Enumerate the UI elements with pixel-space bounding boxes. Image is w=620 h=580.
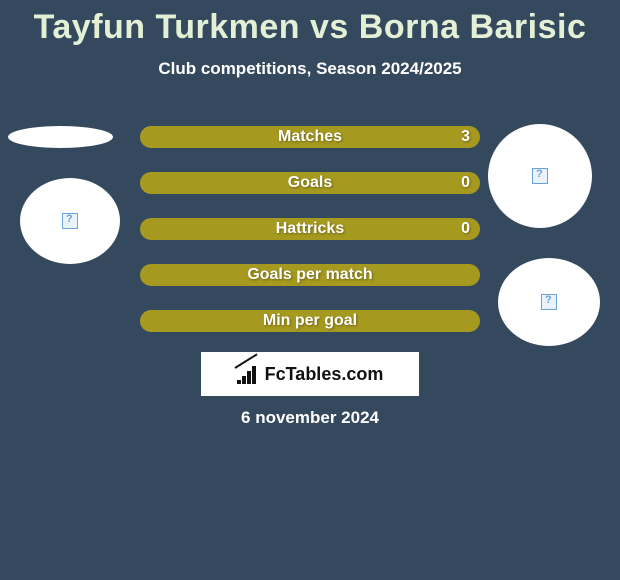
image-placeholder-icon bbox=[62, 213, 78, 229]
branding-box[interactable]: FcTables.com bbox=[201, 352, 419, 396]
page-title: Tayfun Turkmen vs Borna Barisic bbox=[0, 0, 620, 47]
stat-label: Hattricks bbox=[276, 220, 344, 238]
stat-label: Matches bbox=[278, 128, 342, 146]
stats-panel: Matches 3 Goals 0 Hattricks 0 Goals per … bbox=[140, 126, 480, 356]
stat-label: Goals per match bbox=[247, 266, 372, 284]
stat-label: Min per goal bbox=[263, 312, 357, 330]
stat-row-hattricks: Hattricks 0 bbox=[140, 218, 480, 240]
fctables-logo-icon bbox=[237, 364, 259, 384]
stat-row-min-per-goal: Min per goal bbox=[140, 310, 480, 332]
stat-label: Goals bbox=[288, 174, 332, 192]
stat-value: 0 bbox=[461, 220, 470, 238]
player-avatar-left bbox=[20, 178, 120, 264]
stat-value: 3 bbox=[461, 128, 470, 146]
player-avatar-right-top bbox=[488, 124, 592, 228]
stat-row-goals-per-match: Goals per match bbox=[140, 264, 480, 286]
footer-date: 6 november 2024 bbox=[0, 408, 620, 428]
page-subtitle: Club competitions, Season 2024/2025 bbox=[0, 59, 620, 79]
player-avatar-right-bottom bbox=[498, 258, 600, 346]
player-slot-ellipse-left bbox=[8, 126, 113, 148]
stat-value: 0 bbox=[461, 174, 470, 192]
image-placeholder-icon bbox=[532, 168, 548, 184]
branding-text: FcTables.com bbox=[265, 364, 384, 385]
image-placeholder-icon bbox=[541, 294, 557, 310]
stat-row-matches: Matches 3 bbox=[140, 126, 480, 148]
stat-row-goals: Goals 0 bbox=[140, 172, 480, 194]
